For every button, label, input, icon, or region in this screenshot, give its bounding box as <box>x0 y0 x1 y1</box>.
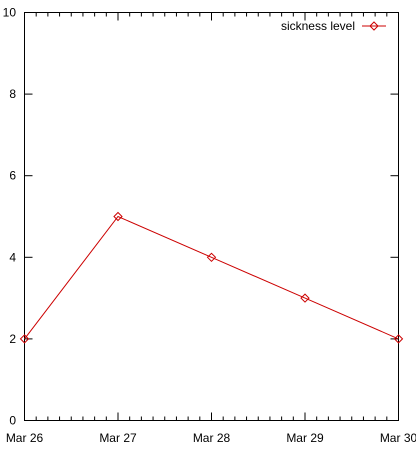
data-point-marker <box>300 293 310 303</box>
y-tick-label: 8 <box>9 87 16 101</box>
y-tick-label: 6 <box>9 169 16 183</box>
legend-marker <box>369 21 379 31</box>
x-tick-label: Mar 30 <box>380 431 416 445</box>
x-tick-label: Mar 26 <box>6 431 44 445</box>
y-tick-label: 4 <box>9 250 16 264</box>
plot-frame <box>24 12 399 421</box>
x-tick-label: Mar 28 <box>193 431 231 445</box>
legend-label: sickness level <box>281 19 355 33</box>
y-tick-label: 2 <box>9 332 16 346</box>
y-tick-label: 0 <box>9 414 16 428</box>
data-point-marker <box>206 252 217 263</box>
minor-ticks <box>35 12 388 421</box>
y-tick-label: 10 <box>3 6 17 20</box>
major-ticks <box>24 12 399 421</box>
legend: sickness level <box>281 19 386 33</box>
data-point-marker <box>19 334 30 344</box>
y-tick-labels: 0 2 4 6 8 10 <box>3 6 17 428</box>
x-tick-label: Mar 27 <box>99 431 137 445</box>
x-tick-label: Mar 29 <box>286 431 324 445</box>
data-point-marker <box>113 211 123 222</box>
series-line <box>24 215 399 340</box>
data-point-marker <box>393 334 404 344</box>
series-layer <box>19 211 404 344</box>
x-tick-labels: Mar 26 Mar 27 Mar 28 Mar 29 Mar 30 <box>6 431 416 445</box>
